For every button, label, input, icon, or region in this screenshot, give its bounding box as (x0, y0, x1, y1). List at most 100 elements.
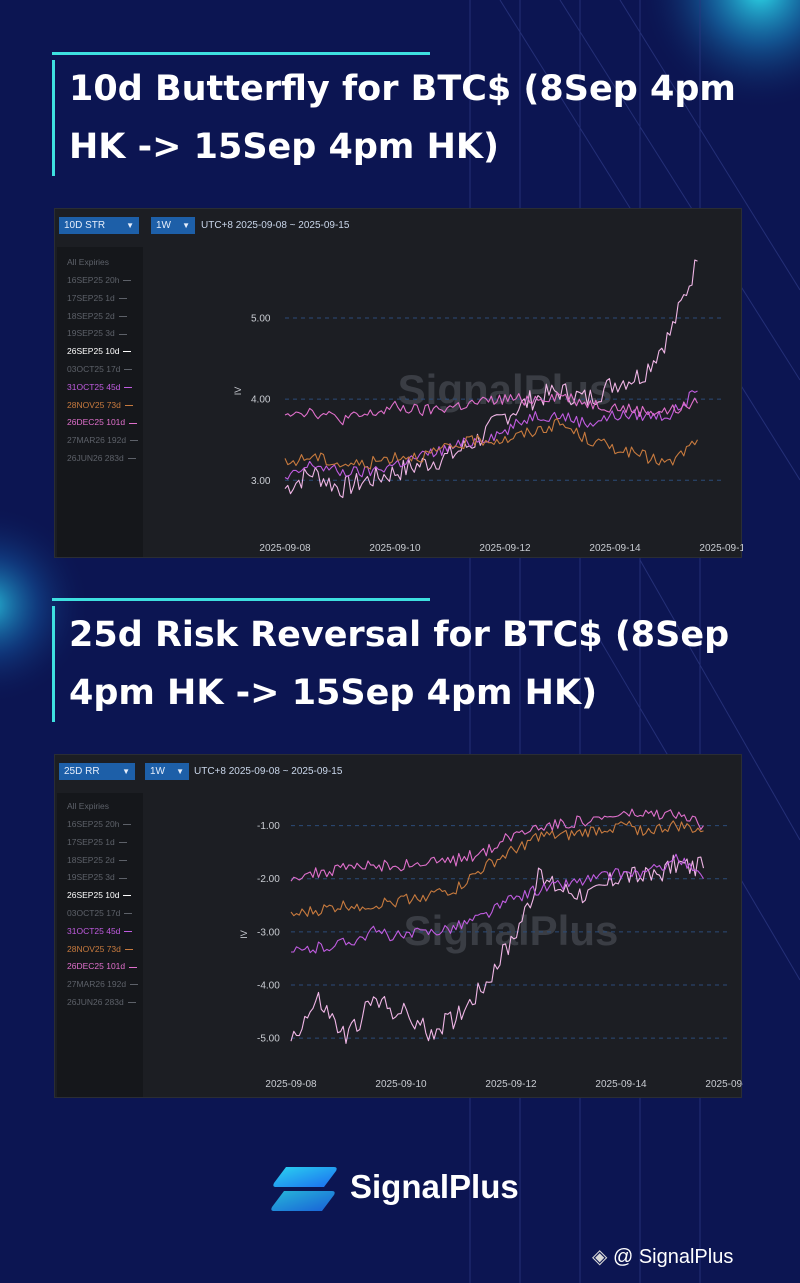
legend-item-label: 18SEP25 2d (67, 854, 115, 865)
legend-item-label: 19SEP25 3d (67, 328, 115, 339)
legend-item[interactable]: 26JUN26 283d (67, 997, 136, 1007)
chevron-down-icon: ▼ (182, 221, 190, 230)
y-tick-label: -2.00 (257, 874, 280, 885)
legend-item[interactable]: 28NOV25 73d (67, 400, 133, 410)
legend-item[interactable]: 28NOV25 73d (67, 944, 133, 954)
metric-dropdown[interactable]: 10D STR ▼ (59, 217, 139, 234)
legend-swatch (124, 387, 133, 389)
legend-swatch (123, 895, 132, 897)
series-line (290, 854, 705, 1044)
legend-swatch (124, 913, 133, 915)
legend-item-label: 17SEP25 1d (67, 836, 115, 847)
legend-item-label: 31OCT25 45d (67, 925, 121, 936)
legend-item-label: 26JUN26 283d (67, 997, 124, 1007)
legend-item[interactable]: 19SEP25 3d (67, 872, 127, 882)
legend-item[interactable]: 26DEC25 101d (67, 961, 138, 972)
legend-swatch (129, 966, 138, 968)
y-axis-label: IV (233, 387, 243, 396)
metric-dropdown[interactable]: 25D RR ▼ (59, 763, 135, 780)
date-range-label: UTC+8 2025-09-08 ~ 2025-09-15 (201, 220, 350, 231)
legend-item[interactable]: 27MAR26 192d (67, 435, 139, 446)
legend-item[interactable]: 18SEP25 2d (67, 855, 127, 865)
legend-swatch (118, 298, 127, 300)
x-tick-label: 2025-09-08 (265, 1079, 317, 1090)
series-line (284, 390, 698, 480)
watermark-text: SignalPlus (398, 366, 613, 413)
legend-swatch (118, 842, 127, 844)
legend-item-label: 26JUN26 283d (67, 453, 124, 463)
legend-swatch (124, 404, 133, 406)
y-tick-label: 4.00 (251, 395, 271, 406)
legend-item[interactable]: 17SEP25 1d (67, 837, 127, 847)
legend-header[interactable]: All Expiries (67, 801, 110, 811)
metric-dropdown-label: 25D RR (64, 766, 100, 777)
butterfly-section-title: 10d Butterfly for BTC$ (8Sep 4pm HK -> 1… (52, 60, 772, 176)
series-line (284, 259, 698, 499)
legend-item[interactable]: 03OCT25 17d (67, 364, 133, 374)
x-tick-label: 2025-09-10 (375, 1079, 427, 1090)
legend-item-label: 26SEP25 10d (67, 346, 120, 357)
legend-item-label: 16SEP25 20h (67, 275, 120, 285)
legend-item[interactable]: 17SEP25 1d (67, 293, 127, 303)
series-line (284, 392, 698, 426)
legend-swatch (129, 422, 138, 424)
account-handle: ◈ @ SignalPlus (592, 1244, 733, 1269)
x-tick-label: 2025-09-16 (699, 543, 743, 554)
period-dropdown[interactable]: 1W ▼ (145, 763, 189, 780)
y-tick-label: -5.00 (257, 1034, 280, 1045)
series-line (290, 853, 704, 954)
legend-item[interactable]: 16SEP25 20h (67, 275, 132, 285)
expiry-legend: All Expiries 16SEP25 20h 17SEP25 1d 18SEP2… (57, 793, 143, 1097)
legend-item-label: 26DEC25 101d (67, 961, 126, 972)
x-tick-label: 2025-09-10 (369, 543, 421, 554)
legend-item-label: 27MAR26 192d (67, 435, 127, 446)
legend-swatch (123, 280, 132, 282)
legend-swatch (118, 859, 127, 861)
chevron-down-icon: ▼ (126, 221, 134, 230)
legend-item-label: 19SEP25 3d (67, 872, 115, 883)
series-line (290, 820, 704, 917)
legend-item[interactable]: 16SEP25 20h (67, 819, 132, 829)
title-accent-bar (52, 598, 430, 601)
legend-item[interactable]: 26JUN26 283d (67, 453, 136, 463)
legend-swatch (124, 369, 133, 371)
legend-header[interactable]: All Expiries (67, 257, 110, 267)
legend-item[interactable]: 19SEP25 3d (67, 328, 127, 338)
x-tick-label: 2025-09-14 (595, 1079, 647, 1090)
binance-icon: ◈ (592, 1246, 608, 1268)
y-tick-label: -4.00 (257, 980, 280, 991)
legend-item[interactable]: 03OCT25 17d (67, 908, 133, 918)
y-tick-label: -1.00 (257, 821, 280, 832)
brand-name: SignalPlus (350, 1168, 519, 1205)
legend-item[interactable]: 18SEP25 2d (67, 311, 127, 321)
y-tick-label: -3.00 (257, 927, 280, 938)
legend-item[interactable]: 26SEP25 10d (67, 890, 132, 900)
series-line (284, 417, 698, 470)
legend-item[interactable]: 26SEP25 10d (67, 346, 132, 357)
risk-reversal-chart-panel: 25D RR ▼ 1W ▼ UTC+8 2025-09-08 ~ 2025-09… (54, 754, 743, 1098)
x-tick-label: 2025-09-12 (485, 1079, 537, 1090)
legend-swatch (118, 877, 127, 879)
title-accent-bar (52, 52, 430, 55)
butterfly-chart: SignalPlus 3.00 4.00 5.00 IV 2025-09-08 2025-0… (233, 259, 743, 554)
date-range-label: UTC+8 2025-09-08 ~ 2025-09-15 (194, 766, 343, 777)
metric-dropdown-label: 10D STR (64, 220, 106, 231)
legend-item[interactable]: 31OCT25 45d (67, 382, 133, 392)
account-handle-text: @ SignalPlus (612, 1246, 734, 1268)
legend-item[interactable]: 31OCT25 45d (67, 925, 133, 936)
y-axis-label: IV (239, 930, 249, 939)
legend-item-label: 27MAR26 192d (67, 979, 127, 990)
legend-swatch (123, 351, 132, 353)
legend-item[interactable]: 26DEC25 101d (67, 417, 138, 428)
watermark-text: SignalPlus (404, 907, 619, 954)
chart-toolbar: 10D STR ▼ 1W ▼ UTC+8 2025-09-08 ~ 2025-0… (55, 209, 741, 239)
legend-item-label: 16SEP25 20h (67, 819, 120, 829)
x-tick-label: 2025-09-14 (589, 543, 641, 554)
legend-item-label: 26DEC25 101d (67, 417, 126, 428)
legend-swatch (130, 440, 139, 442)
signalplus-logo-icon (271, 1167, 337, 1211)
butterfly-chart-panel: 10D STR ▼ 1W ▼ UTC+8 2025-09-08 ~ 2025-0… (54, 208, 743, 558)
legend-swatch (124, 931, 133, 933)
period-dropdown[interactable]: 1W ▼ (151, 217, 195, 234)
legend-item[interactable]: 27MAR26 192d (67, 979, 139, 990)
